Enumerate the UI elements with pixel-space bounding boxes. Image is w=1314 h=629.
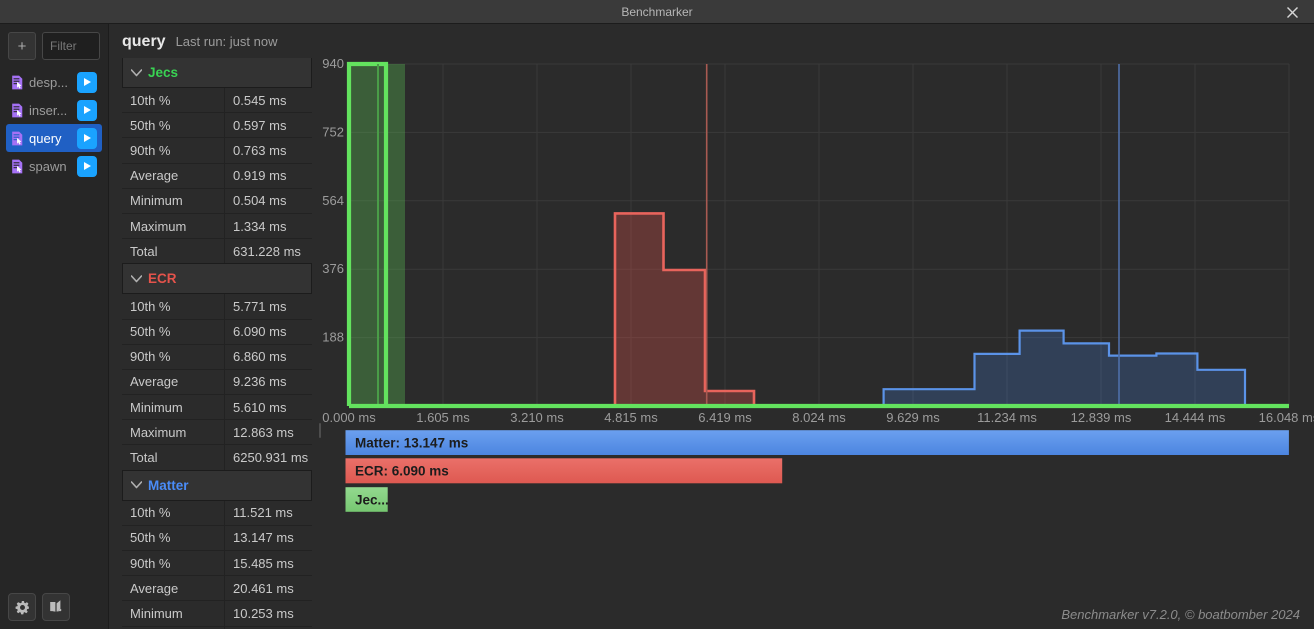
svg-text:564: 564: [322, 193, 344, 208]
svg-text:752: 752: [322, 124, 344, 139]
svg-text:8.024 ms: 8.024 ms: [792, 410, 846, 425]
svg-text:14.444 ms: 14.444 ms: [1165, 410, 1226, 425]
svg-text:Matter: 13.147 ms: Matter: 13.147 ms: [355, 436, 468, 451]
svg-text:9.629 ms: 9.629 ms: [886, 410, 940, 425]
svg-text:188: 188: [322, 330, 344, 345]
svg-text:3.210 ms: 3.210 ms: [510, 410, 564, 425]
svg-text:Jec...: Jec...: [355, 493, 389, 508]
svg-text:12.839 ms: 12.839 ms: [1071, 410, 1132, 425]
svg-text:ECR: 6.090 ms: ECR: 6.090 ms: [355, 464, 449, 479]
svg-text:4.815 ms: 4.815 ms: [604, 410, 658, 425]
svg-text:940: 940: [322, 58, 344, 71]
svg-text:11.234 ms: 11.234 ms: [977, 410, 1037, 425]
svg-text:6.419 ms: 6.419 ms: [698, 410, 752, 425]
svg-text:16.048 ms: 16.048 ms: [1259, 410, 1314, 425]
svg-text:376: 376: [322, 261, 344, 276]
svg-text:0.000 ms: 0.000 ms: [322, 410, 376, 425]
svg-text:1.605 ms: 1.605 ms: [416, 410, 470, 425]
